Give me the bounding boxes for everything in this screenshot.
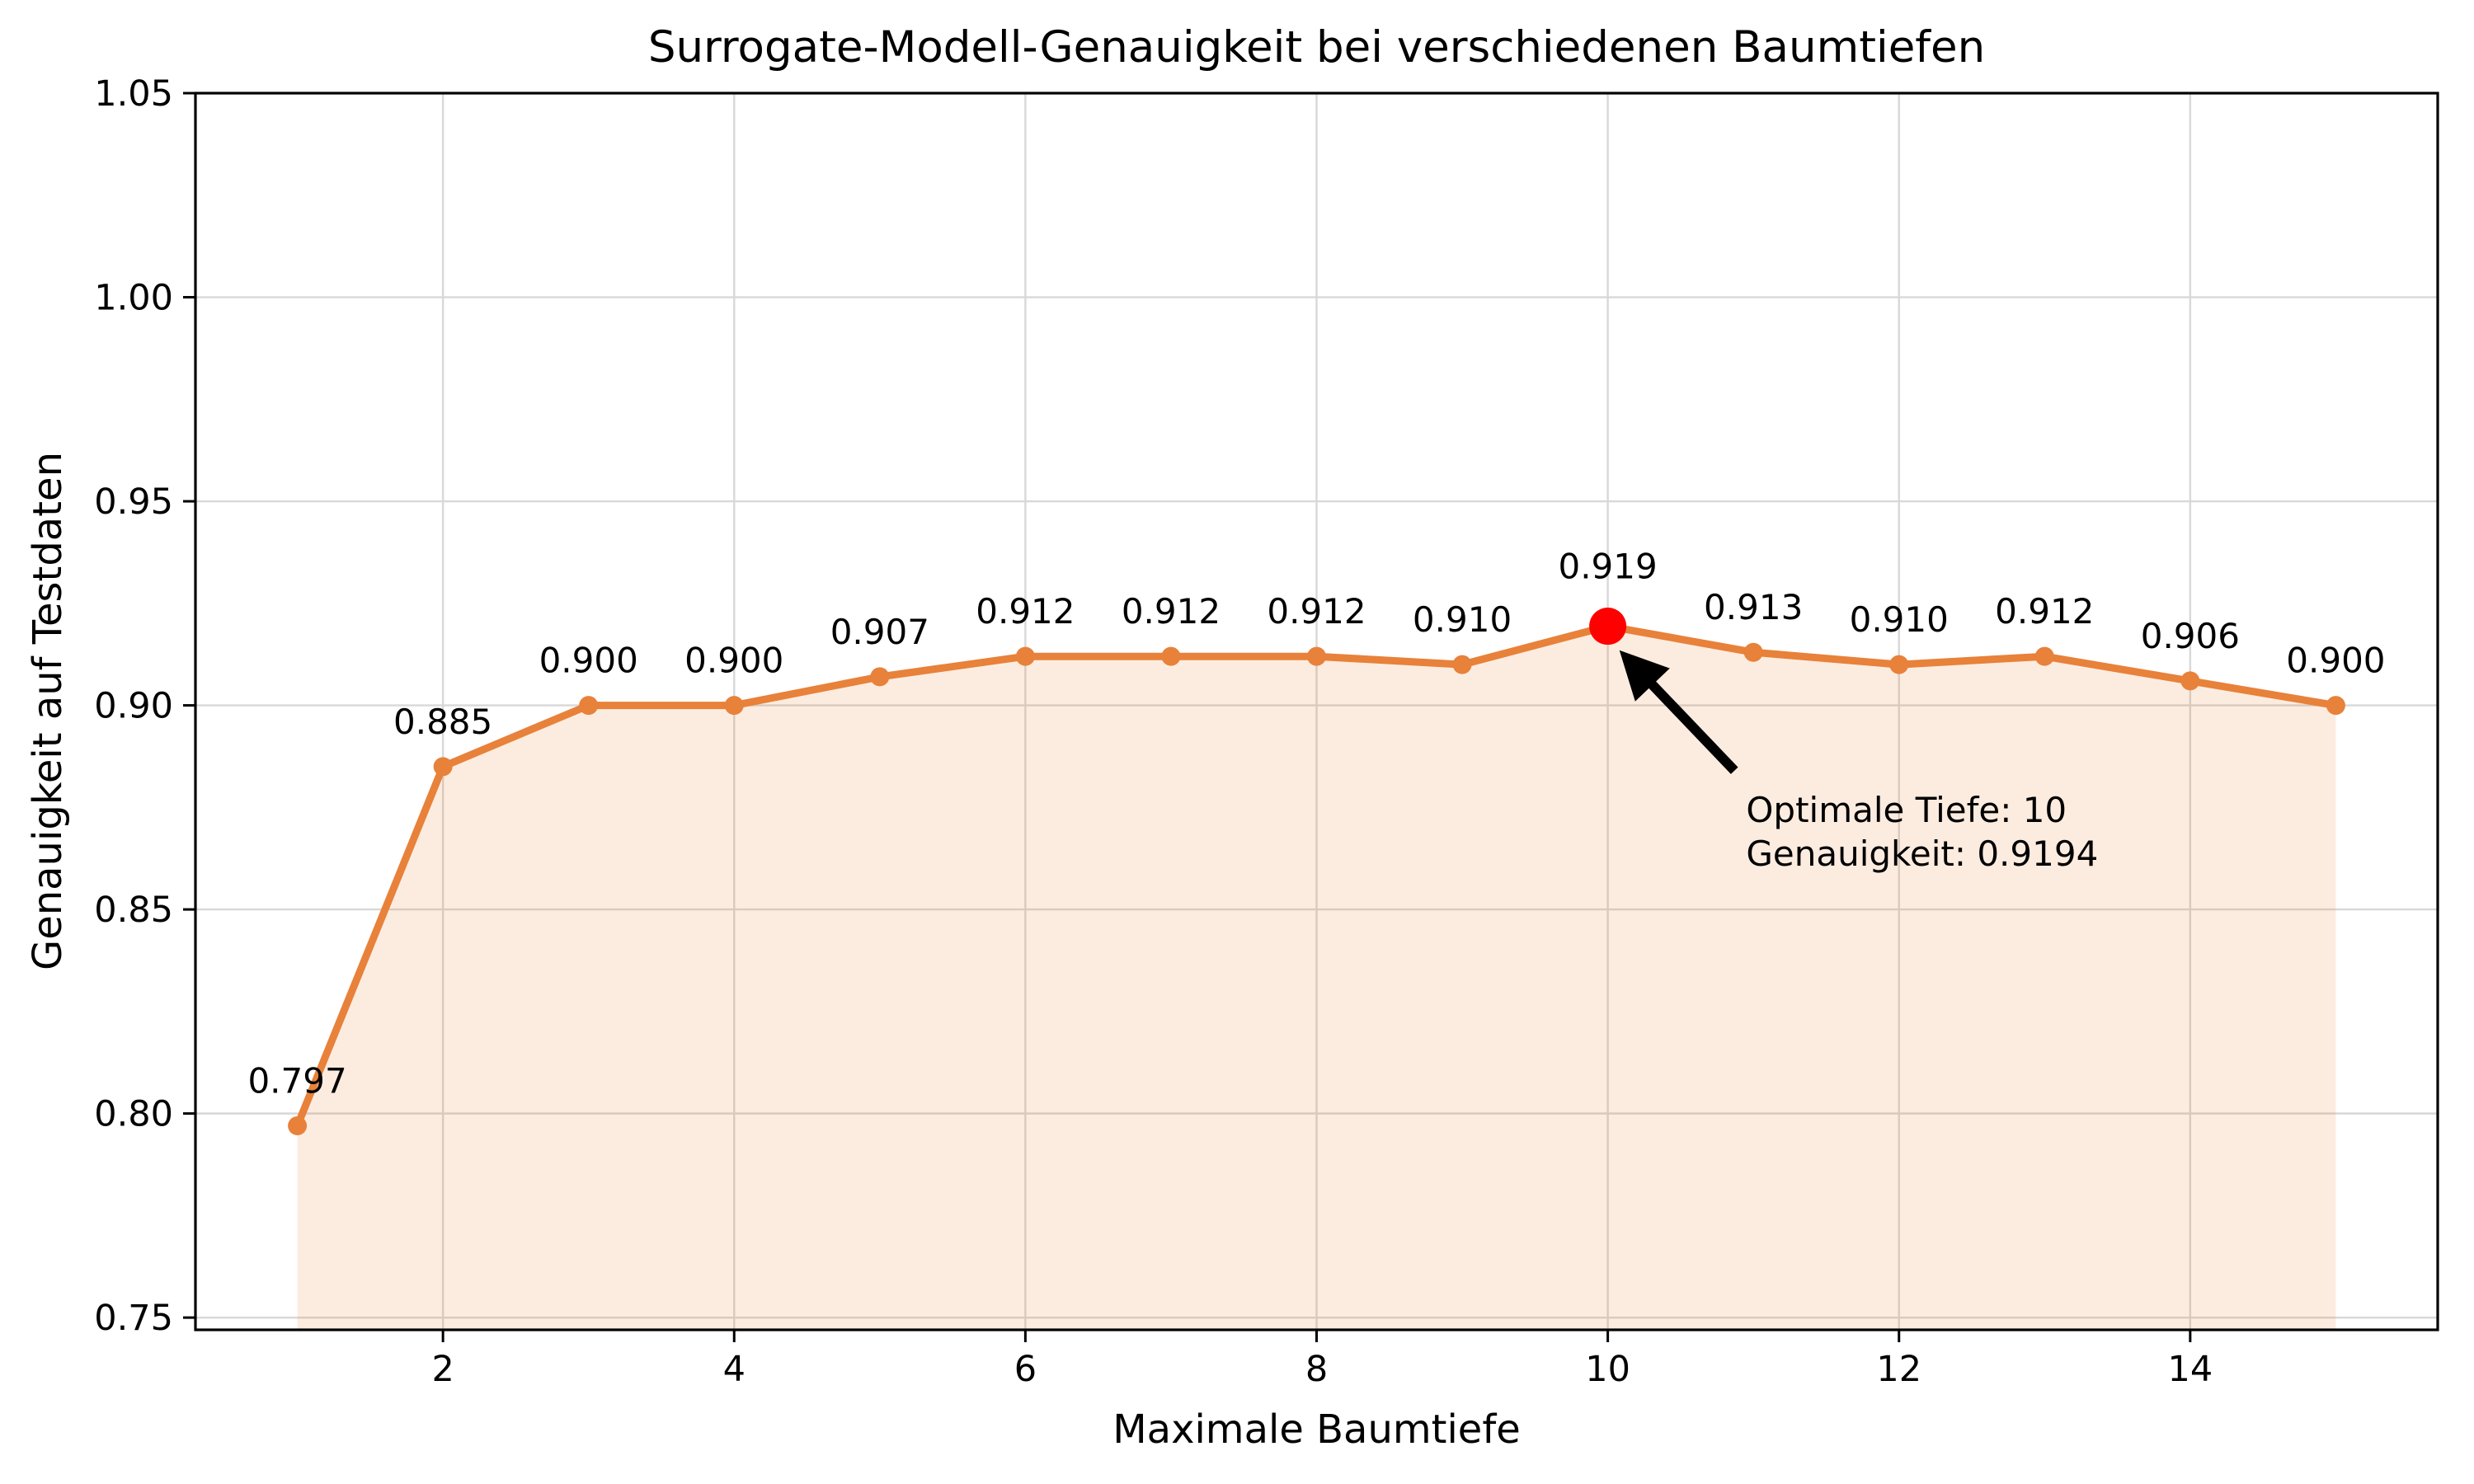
y-tick-label: 0.90 xyxy=(94,686,173,727)
y-tick-label: 0.80 xyxy=(94,1094,173,1135)
point-value-label: 0.900 xyxy=(2286,641,2385,681)
y-axis-label: Genauigkeit auf Testdaten xyxy=(25,452,71,971)
y-tick-label: 0.95 xyxy=(94,481,173,523)
point-value-label: 0.906 xyxy=(2141,616,2240,656)
point-value-label: 0.900 xyxy=(539,641,638,681)
peak-annotation: Optimale Tiefe: 10 Genauigkeit: 0.9194 xyxy=(1746,789,2098,876)
point-value-label: 0.912 xyxy=(1267,591,1366,632)
point-value-label: 0.910 xyxy=(1413,599,1512,640)
x-tick-label: 6 xyxy=(1014,1349,1037,1390)
data-point-marker xyxy=(579,696,599,716)
y-tick-label: 1.05 xyxy=(94,73,173,115)
y-tick-label: 0.85 xyxy=(94,890,173,931)
point-value-label: 0.912 xyxy=(1995,591,2094,632)
x-tick-label: 10 xyxy=(1585,1349,1630,1390)
point-value-label: 0.797 xyxy=(247,1060,346,1101)
point-value-label: 0.900 xyxy=(684,641,783,681)
x-tick-label: 12 xyxy=(1876,1349,1921,1390)
area-fill xyxy=(297,626,2336,1330)
data-point-marker xyxy=(288,1115,308,1135)
data-point-marker xyxy=(724,696,744,716)
point-value-label: 0.919 xyxy=(1558,547,1657,587)
peak-annotation-line1: Optimale Tiefe: 10 xyxy=(1746,790,2067,831)
data-point-marker xyxy=(1161,646,1181,666)
point-value-label: 0.912 xyxy=(976,591,1075,632)
y-tick-label: 1.00 xyxy=(94,278,173,319)
data-point-marker xyxy=(2034,646,2054,666)
data-point-marker xyxy=(1307,646,1326,666)
data-point-marker xyxy=(1889,655,1909,674)
data-point-marker xyxy=(1015,646,1035,666)
data-point-marker xyxy=(1452,655,1472,674)
point-value-label: 0.907 xyxy=(830,612,929,652)
data-point-marker xyxy=(2326,696,2345,716)
x-axis-label: Maximale Baumtiefe xyxy=(1112,1407,1521,1453)
x-tick-label: 8 xyxy=(1305,1349,1328,1390)
x-tick-label: 2 xyxy=(431,1349,454,1390)
chart-title: Surrogate-Modell-Genauigkeit bei verschi… xyxy=(647,22,1986,73)
point-value-label: 0.912 xyxy=(1122,591,1221,632)
data-point-marker xyxy=(2180,671,2200,691)
y-tick-label: 0.75 xyxy=(94,1298,173,1339)
x-tick-label: 4 xyxy=(723,1349,745,1390)
point-value-label: 0.910 xyxy=(1850,599,1949,640)
point-value-label: 0.885 xyxy=(393,702,492,742)
annotation-arrow-head xyxy=(1619,650,1670,702)
point-value-label: 0.913 xyxy=(1704,587,1803,627)
peak-annotation-line2: Genauigkeit: 0.9194 xyxy=(1746,833,2099,874)
x-tick-label: 14 xyxy=(2167,1349,2213,1390)
data-point-marker xyxy=(433,757,453,777)
data-point-marker xyxy=(870,667,890,687)
annotation-arrow-shaft xyxy=(1645,678,1738,774)
data-point-marker xyxy=(1743,642,1763,662)
optimal-point-marker xyxy=(1589,608,1627,646)
